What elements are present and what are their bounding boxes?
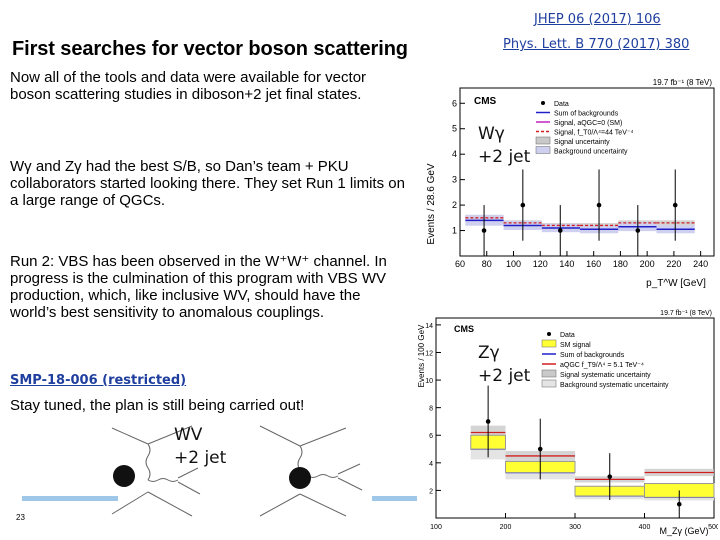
chart1-data-point-4 <box>635 228 641 233</box>
chart2-legend-swatch-4 <box>541 369 557 378</box>
vertex-blob-right <box>289 467 311 489</box>
chart1-xtick-label-4: 140 <box>559 259 574 269</box>
chart2-experiment: CMS <box>454 324 474 334</box>
chart2-legend-label-2: Sum of backgrounds <box>560 352 625 359</box>
paragraph-run2: Run 2: VBS has been observed in the W⁺W⁺… <box>10 253 387 321</box>
chart1-xtick-label-8: 220 <box>666 259 681 269</box>
chart2-data-point-2 <box>607 474 613 479</box>
chart2-ytick-label-3: 8 <box>429 406 433 413</box>
chart2-ytick-label-6: 14 <box>425 323 433 330</box>
feynman-diagram-right <box>259 425 363 517</box>
chart2-ylabel: Events / 100 GeV <box>417 324 426 387</box>
paragraph-wgamma-zgamma: Wγ and Zγ had the best S/B, so Dan’s tea… <box>10 158 405 209</box>
chart1-xtick-label-9: 240 <box>693 259 708 269</box>
chart1-ytick-label-1: 2 <box>452 200 457 210</box>
paragraph-tools-available: Now all of the tools and data were avail… <box>10 69 367 103</box>
label-zgamma: Zγ +2 jet <box>478 343 531 386</box>
zgamma-mass-chart: 19.7 fb⁻¹ (8 TeV) Events / 100 GeV 2 4 6 8 1… <box>417 310 718 536</box>
chart2-legend-label-4: Signal systematic uncertainty <box>560 372 651 379</box>
chart2-legend-label-1: SM signal <box>560 342 591 349</box>
footer-accent-bar-right <box>372 496 417 501</box>
chart2-ytick-label-0: 2 <box>429 488 433 495</box>
chart2-xtick-label-1: 200 <box>500 524 512 531</box>
chart1-data-point-5 <box>672 202 678 208</box>
footer-accent-bar <box>22 496 118 501</box>
chart1-legend-swatch-5 <box>535 146 551 154</box>
chart1-data-point-0 <box>481 228 487 233</box>
chart1-legend-label-5: Background uncertainty <box>554 149 628 156</box>
label-wgamma: Wγ +2 jet <box>478 124 531 167</box>
chart2-data-point-1 <box>537 446 543 452</box>
chart2-xtick-label-3: 400 <box>639 524 651 531</box>
chart2-ytick-label-5: 12 <box>425 350 433 357</box>
stay-tuned-text: Stay tuned, the plan is still being carr… <box>10 397 305 414</box>
chart1-xtick-label-5: 160 <box>586 259 601 269</box>
chart2-xtick-label-4: 500 <box>708 524 718 531</box>
chart2-legend-swatch-0 <box>547 332 551 336</box>
chart1-xtick-label-7: 200 <box>640 259 655 269</box>
chart2-legend-swatch-5 <box>541 379 557 388</box>
chart2-ytick-label-1: 4 <box>429 461 433 468</box>
page-number: 23 <box>16 513 25 522</box>
jhep-reference-link[interactable]: JHEP 06 (2017) 106 <box>534 12 661 27</box>
wgamma-pt-chart: 19.7 fb⁻¹ (8 TeV) Events / 28.6 GeV 1 2 3 4… <box>426 78 715 289</box>
chart2-ytick-label-4: 10 <box>425 378 433 385</box>
chart1-xlabel: p_T^W [GeV] <box>646 278 706 289</box>
chart1-xtick-label-3: 120 <box>533 259 548 269</box>
chart1-xtick-label-2: 100 <box>506 259 521 269</box>
chart1-legend-swatch-4 <box>535 136 551 145</box>
chart2-legend-label-5: Background systematic uncertainty <box>560 382 669 389</box>
chart1-xtick-label-1: 80 <box>482 259 492 269</box>
chart1-data-point-2 <box>557 228 563 233</box>
chart1-legend-label-3: Signal, f_T0/Λ⁴=44 TeV⁻⁴ <box>554 130 634 137</box>
chart1-legend-label-0: Data <box>554 101 569 108</box>
chart2-data-point-0 <box>485 419 491 424</box>
chart1-frame <box>459 87 715 257</box>
feynman-diagrams <box>111 425 363 517</box>
chart1-legend-label-1: Sum of backgrounds <box>554 111 619 118</box>
chart2-legend-label-3: aQGC f_T9/Λ⁴ = 5.1 TeV⁻⁴ <box>560 362 644 369</box>
chart2-data-point-3 <box>676 501 682 507</box>
chart1-lumi: 19.7 fb⁻¹ (8 TeV) <box>653 78 713 87</box>
smp-analysis-link[interactable]: SMP-18-006 (restricted) <box>10 373 187 388</box>
label-wv: WV +2 jet <box>174 425 227 468</box>
chart2-legend-swatch-1 <box>541 339 557 348</box>
chart2-lumi: 19.7 fb⁻¹ (8 TeV) <box>660 310 712 317</box>
slide-title: First searches for vector boson scatteri… <box>12 38 408 60</box>
chart2-xtick-label-2: 300 <box>569 524 581 531</box>
feynman-diagram-left <box>111 425 201 517</box>
chart1-ytick-label-0: 1 <box>452 226 457 236</box>
chart1-ytick-label-5: 6 <box>452 98 457 108</box>
chart1-xtick-label-0: 60 <box>455 259 465 269</box>
chart1-ylabel: Events / 28.6 GeV <box>426 163 437 244</box>
chart1-ytick-label-3: 4 <box>452 149 457 159</box>
chart1-data-point-3 <box>596 202 602 208</box>
chart2-xlabel: M_Zγ (GeV) <box>659 526 708 536</box>
chart1-ytick-label-4: 5 <box>452 124 457 134</box>
chart1-legend-label-4: Signal uncertainty <box>554 139 610 146</box>
chart1-data-point-1 <box>520 202 526 208</box>
plb-reference-link[interactable]: Phys. Lett. B 770 (2017) 380 <box>503 37 690 52</box>
chart2-ytick-label-2: 6 <box>429 433 433 440</box>
chart2-xtick-label-0: 100 <box>430 524 442 531</box>
chart1-experiment: CMS <box>474 96 497 107</box>
chart1-ytick-label-2: 3 <box>452 175 457 185</box>
chart2-legend-label-0: Data <box>560 332 575 339</box>
vertex-blob-left <box>113 465 135 487</box>
chart1-legend-label-2: Signal, aQGC=0 (SM) <box>554 120 622 127</box>
chart1-legend-swatch-0 <box>541 101 545 105</box>
chart1-xtick-label-6: 180 <box>613 259 628 269</box>
